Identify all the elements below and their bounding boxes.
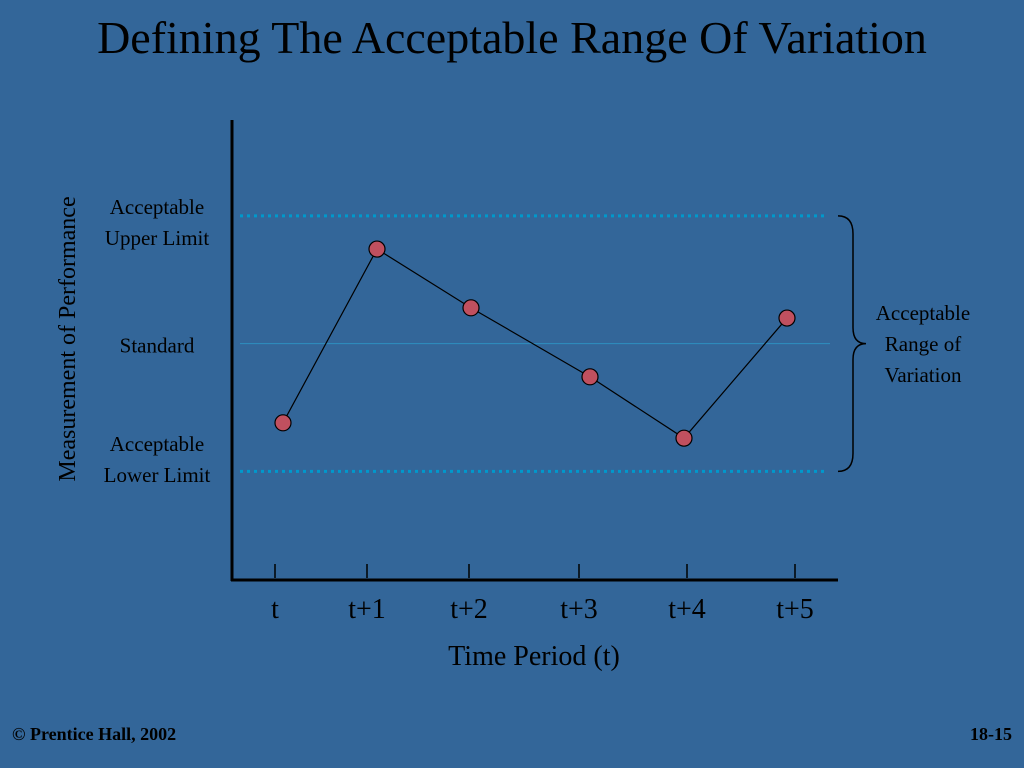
chart-axes — [230, 120, 838, 582]
reference-label-line: Lower Limit — [104, 463, 211, 487]
data-point — [368, 240, 386, 258]
x-axis-label: Time Period (t) — [448, 641, 620, 672]
data-point — [675, 429, 693, 447]
range-label-text: Acceptable Range of Variation — [876, 301, 970, 387]
copyright-footer: © Prentice Hall, 2002 — [12, 724, 177, 744]
y-axis-label: Measurement of Performance — [55, 196, 81, 481]
reference-lines — [240, 214, 830, 473]
reference-label: Acceptable Lower Limit — [104, 432, 211, 487]
x-tick-label: t+3 — [560, 594, 598, 625]
reference-label: Acceptable Upper Limit — [105, 195, 210, 250]
reference-label-line: Acceptable — [110, 432, 204, 456]
x-tick-label: t+5 — [776, 594, 814, 625]
slide-number: 18-15 — [970, 724, 1012, 744]
series-path — [282, 248, 788, 439]
range-label-line: Range of — [885, 332, 961, 356]
reference-label-line: Acceptable — [110, 195, 204, 219]
range-label-line: Variation — [885, 363, 962, 387]
x-ticks — [274, 564, 796, 578]
data-point — [581, 368, 599, 386]
data-point — [778, 309, 796, 327]
range-brace — [837, 215, 867, 473]
range-label: Acceptable Range of Variation — [876, 301, 970, 387]
reference-label-line: Standard — [120, 334, 195, 358]
x-tick-label: t+1 — [348, 594, 386, 625]
data-point — [462, 299, 480, 317]
reference-labels: Acceptable Upper Limit Standard Acceptable L… — [104, 195, 211, 487]
series-points — [274, 240, 796, 447]
range-label-line: Acceptable — [876, 301, 970, 325]
series-line — [282, 248, 788, 439]
reference-label: Standard — [120, 334, 195, 358]
x-tick-label: t — [271, 594, 279, 625]
x-tick-label: t+4 — [668, 594, 706, 625]
x-tick-label: t+2 — [450, 594, 488, 625]
slide-title: Defining The Acceptable Range Of Variati… — [97, 12, 927, 63]
x-tick-labels: t t+1 t+2 t+3 t+4 t+5 — [271, 594, 814, 625]
reference-label-line: Upper Limit — [105, 226, 210, 250]
data-point — [274, 414, 292, 432]
